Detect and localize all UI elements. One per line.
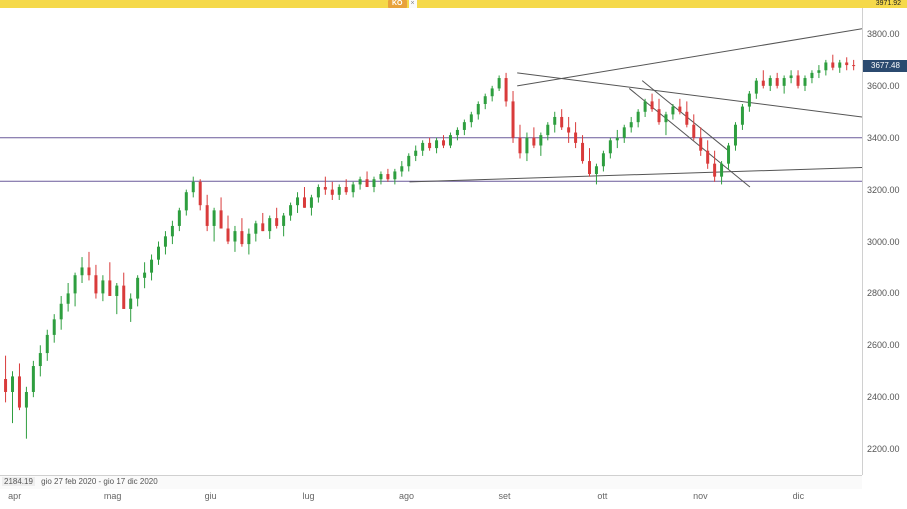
chart-plot-area[interactable] bbox=[0, 8, 862, 475]
ticker-badge: KO bbox=[388, 0, 407, 8]
footer-date-range: gio 27 feb 2020 - gio 17 dic 2020 bbox=[41, 477, 158, 486]
x-tick-label: giu bbox=[205, 491, 217, 501]
y-tick-label: 2800.00 bbox=[867, 288, 900, 298]
y-tick-label: 3800.00 bbox=[867, 29, 900, 39]
current-price-flag: 3677.48 bbox=[863, 60, 907, 72]
x-tick-label: mag bbox=[104, 491, 122, 501]
close-icon[interactable]: × bbox=[409, 0, 417, 8]
top-bar bbox=[0, 0, 907, 8]
x-tick-label: ago bbox=[399, 491, 414, 501]
footer-left-value: 2184.19 bbox=[2, 477, 35, 486]
y-axis: 2200.00 2400.00 2600.00 2800.00 3000.00 3200.… bbox=[862, 8, 907, 475]
x-tick-label: nov bbox=[693, 491, 708, 501]
y-tick-label: 3000.00 bbox=[867, 237, 900, 247]
x-tick-label: ott bbox=[597, 491, 607, 501]
y-tick-label: 3600.00 bbox=[867, 81, 900, 91]
y-tick-label: 2400.00 bbox=[867, 392, 900, 402]
y-tick-label: 2200.00 bbox=[867, 444, 900, 454]
ticker-tab[interactable]: KO × bbox=[388, 0, 417, 8]
x-axis: apr mag giu lug ago set ott nov dic bbox=[0, 489, 862, 509]
top-right-value: 3971.92 bbox=[870, 0, 907, 8]
y-tick-label: 3400.00 bbox=[867, 133, 900, 143]
x-tick-label: dic bbox=[793, 491, 805, 501]
bottom-info-strip: 2184.19 gio 27 feb 2020 - gio 17 dic 202… bbox=[0, 475, 862, 490]
x-tick-label: set bbox=[498, 491, 510, 501]
x-tick-label: lug bbox=[303, 491, 315, 501]
x-tick-label: apr bbox=[8, 491, 21, 501]
y-tick-label: 3200.00 bbox=[867, 185, 900, 195]
y-tick-label: 2600.00 bbox=[867, 340, 900, 350]
